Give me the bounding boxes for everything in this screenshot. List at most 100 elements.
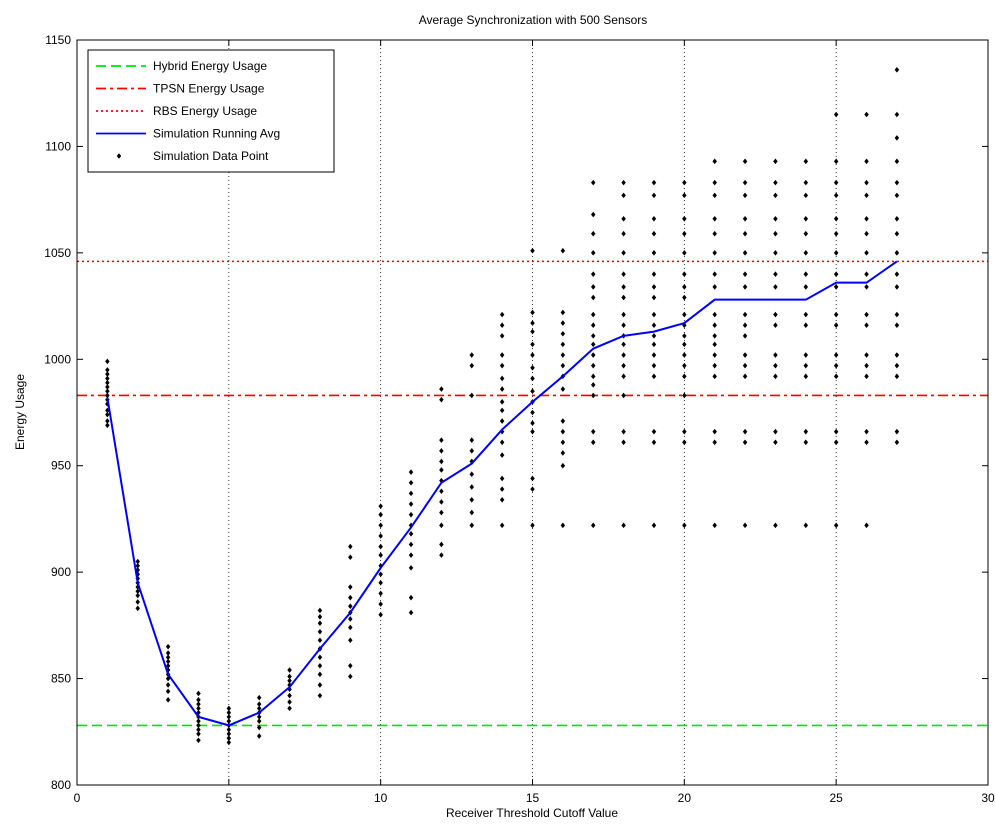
data-point [439,477,444,484]
data-point [773,362,778,369]
data-point [317,607,323,614]
data-point [773,284,778,290]
x-tick-label: 10 [374,791,388,805]
data-point [256,733,262,739]
data-point [712,439,717,446]
data-point [165,697,171,703]
data-point [226,726,232,733]
data-point [590,439,596,446]
data-point [256,724,262,731]
data-point [256,701,262,707]
data-point [651,311,657,318]
data-point [530,365,535,371]
data-point [196,701,201,707]
data-point [864,373,869,380]
data-point [256,694,262,701]
data-point [864,250,869,256]
data-point [833,284,839,290]
data-point [378,522,383,529]
data-point [712,284,717,290]
data-point [712,373,717,380]
data-point [651,322,657,329]
data-point [590,211,596,218]
data-point [256,714,262,720]
running-avg-series [106,260,898,727]
data-point [621,250,626,256]
data-point [894,439,900,446]
data-point [894,192,900,199]
data-point [803,322,809,329]
data-point [864,428,869,435]
data-point [712,352,717,358]
data-point [833,192,839,199]
data-point [833,111,839,118]
data-point [742,179,748,186]
data-point [499,362,505,369]
data-point [864,158,869,165]
data-point [803,352,809,358]
data-point [742,216,748,222]
data-point [317,671,323,678]
data-point [135,605,140,612]
data-point [408,479,414,486]
data-point [712,341,717,348]
data-point [348,603,353,609]
data-point [712,179,717,186]
legend-swatch [116,153,122,159]
data-point [499,333,505,339]
data-point [105,392,110,399]
data-point [439,386,444,392]
data-point [408,609,414,616]
data-point [773,352,778,358]
data-point [530,522,535,529]
data-point [105,379,110,386]
data-point [560,450,566,456]
data-point [864,192,869,199]
data-point [803,230,809,237]
data-point [864,322,869,329]
data-point [560,330,566,337]
data-point [894,67,900,73]
data-point [833,439,839,446]
data-point [196,690,201,697]
x-axis: 0 5 10 15 20 25 30 [74,40,995,805]
data-point [682,250,687,256]
data-point [682,373,687,380]
data-point [499,375,505,382]
data-point [499,486,505,492]
data-point [256,718,262,724]
data-point [651,271,657,277]
data-point [408,511,414,518]
data-point [833,271,839,277]
data-point [560,247,566,254]
data-point [682,230,687,237]
data-point [408,490,414,497]
data-point [530,375,535,382]
data-point [439,522,444,529]
data-point [560,439,566,446]
data-point [560,362,566,369]
data-point [530,388,535,395]
y-axis: 800 850 900 950 1000 1050 1100 1150 [44,33,988,792]
data-point [621,373,626,380]
data-point [590,392,596,399]
data-point [773,271,778,277]
data-point [742,250,748,256]
data-point [621,271,626,277]
data-point [742,522,748,529]
data-point [621,362,626,369]
data-point [499,418,505,424]
data-point [712,230,717,237]
data-point [196,722,201,729]
data-point [196,731,201,737]
data-point [712,271,717,277]
data-point [682,216,687,222]
data-point [378,552,383,558]
y-tick-label: 1050 [44,246,71,260]
data-point [803,373,809,380]
data-point [773,322,778,329]
data-point [651,230,657,237]
data-point [621,311,626,318]
data-point [621,522,626,529]
